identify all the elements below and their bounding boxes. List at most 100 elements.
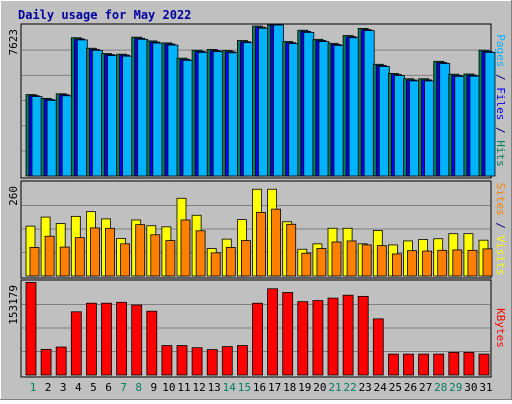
bar-sites-day-8	[135, 224, 146, 277]
bar-sites-day-23	[361, 244, 372, 277]
axis-label-part: KBytes	[494, 308, 507, 348]
bar-sites-day-11	[180, 219, 191, 277]
bar-sites-day-2	[44, 235, 55, 277]
bar-pages-day-22	[348, 37, 360, 177]
x-tick-label-day-19: 19	[298, 381, 311, 394]
y-max-label-visits: 260	[7, 186, 20, 206]
bar-sites-day-21	[331, 241, 342, 277]
bar-sites-day-19	[301, 252, 312, 277]
bar-kbytes-day-7	[116, 301, 127, 376]
axis-label-part: /	[494, 67, 507, 87]
x-tick-label-day-16: 16	[253, 381, 266, 394]
axis-label-kbytes: KBytes	[494, 308, 507, 348]
bar-pages-day-8	[137, 38, 149, 177]
x-tick-label-day-13: 13	[208, 381, 221, 394]
bar-pages-day-4	[76, 39, 88, 177]
bar-kbytes-day-8	[131, 304, 143, 376]
bar-kbytes-day-9	[146, 310, 158, 376]
bar-kbytes-day-16	[252, 302, 263, 376]
axis-label-part: Sites	[494, 183, 507, 216]
x-tick-label-day-1: 1	[30, 381, 37, 394]
x-tick-label-day-17: 17	[268, 381, 281, 394]
bar-kbytes-day-26	[403, 353, 414, 376]
bar-pages-day-13	[212, 51, 224, 177]
axis-label-part: /	[494, 216, 507, 236]
bar-kbytes-day-31	[478, 353, 490, 376]
bar-pages-day-12	[197, 51, 209, 177]
bar-sites-day-28	[437, 249, 448, 277]
bars	[25, 24, 496, 376]
bar-pages-day-18	[288, 43, 300, 177]
bar-sites-day-20	[316, 248, 327, 277]
x-tick-label-day-14: 14	[223, 381, 237, 394]
bar-kbytes-day-11	[176, 345, 188, 376]
axis-label-visits-sites: Sites / Visits	[494, 183, 507, 276]
y-max-label-kbytes: 153179	[7, 285, 20, 325]
bar-sites-day-24	[376, 245, 387, 277]
x-tick-label-day-9: 9	[150, 381, 157, 394]
x-tick-label-day-31: 31	[479, 381, 492, 394]
bar-pages-day-9	[152, 42, 164, 177]
bar-kbytes-day-10	[161, 345, 173, 376]
bar-kbytes-day-22	[342, 294, 354, 376]
bar-kbytes-day-3	[55, 346, 67, 376]
axis-label-part: Pages	[494, 34, 507, 67]
bar-sites-day-7	[120, 243, 130, 277]
bar-pages-day-3	[61, 95, 73, 177]
bar-sites-day-16	[256, 211, 266, 277]
axis-label-hits-files-pages: Pages / Files / Hits	[494, 34, 507, 167]
bar-pages-day-24	[378, 66, 390, 177]
x-tick-label-day-6: 6	[105, 381, 112, 394]
bar-kbytes-day-28	[433, 353, 445, 376]
x-tick-label-day-11: 11	[177, 381, 190, 394]
x-tick-label-day-5: 5	[90, 381, 97, 394]
x-tick-label-day-29: 29	[449, 381, 462, 394]
x-tick-label-day-21: 21	[328, 381, 341, 394]
y-max-label-hits: 7623	[7, 29, 20, 56]
bar-sites-day-18	[286, 223, 297, 277]
x-tick-label-day-2: 2	[45, 381, 52, 394]
bar-sites-day-12	[195, 230, 206, 277]
bar-kbytes-day-1	[25, 281, 37, 376]
bar-kbytes-day-30	[463, 351, 475, 376]
axis-label-part: Visits	[494, 236, 507, 276]
bar-pages-day-15	[242, 42, 254, 177]
bar-sites-day-6	[105, 227, 115, 277]
bar-sites-day-9	[150, 234, 161, 277]
axis-label-part: Files	[494, 87, 507, 120]
bar-sites-day-17	[271, 208, 282, 277]
bar-kbytes-day-18	[282, 292, 294, 376]
bar-pages-day-14	[227, 52, 239, 177]
bar-pages-day-28	[439, 63, 451, 177]
x-tick-label-day-22: 22	[343, 381, 356, 394]
x-axis-labels: 1 2 3 4 5 6 7 8 9 10 11 12 13 14 15 16 17 18 19 20 21 22 23 24 2…	[30, 381, 493, 394]
bar-sites-day-31	[482, 248, 493, 277]
bar-pages-day-1	[31, 96, 43, 177]
bar-sites-day-5	[90, 227, 100, 277]
bar-sites-day-30	[467, 249, 478, 277]
bar-kbytes-day-6	[101, 302, 112, 376]
x-tick-label-day-4: 4	[75, 381, 82, 394]
bar-pages-day-7	[122, 55, 133, 177]
x-tick-label-day-7: 7	[120, 381, 127, 394]
x-tick-label-day-26: 26	[404, 381, 417, 394]
bar-pages-day-17	[273, 24, 285, 177]
bar-pages-day-25	[393, 75, 405, 177]
bar-pages-day-11	[182, 59, 194, 177]
bar-sites-day-14	[225, 247, 236, 277]
bar-sites-day-10	[165, 240, 176, 277]
bar-sites-day-1	[29, 247, 40, 277]
bar-pages-day-23	[363, 30, 375, 177]
bar-kbytes-day-13	[206, 349, 218, 376]
bar-kbytes-day-2	[40, 348, 52, 376]
bar-sites-day-3	[59, 246, 70, 277]
bar-pages-day-19	[303, 31, 315, 177]
bar-pages-day-29	[454, 75, 466, 177]
x-tick-label-day-30: 30	[464, 381, 477, 394]
bar-pages-day-6	[107, 55, 118, 177]
bar-pages-day-10	[167, 44, 179, 177]
chart-title: Daily usage for May 2022	[18, 8, 191, 22]
bar-sites-day-15	[240, 240, 251, 277]
